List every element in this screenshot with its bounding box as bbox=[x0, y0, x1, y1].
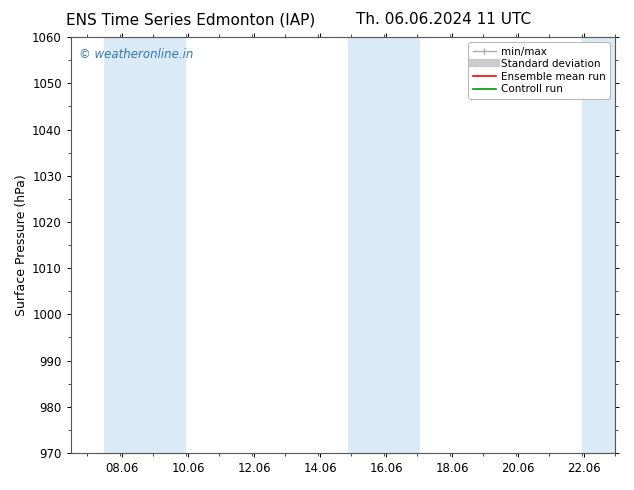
Legend: min/max, Standard deviation, Ensemble mean run, Controll run: min/max, Standard deviation, Ensemble me… bbox=[469, 42, 610, 98]
Y-axis label: Surface Pressure (hPa): Surface Pressure (hPa) bbox=[15, 174, 28, 316]
Bar bbox=[104, 37, 186, 453]
Text: Th. 06.06.2024 11 UTC: Th. 06.06.2024 11 UTC bbox=[356, 12, 531, 27]
Bar bbox=[582, 37, 618, 453]
Text: © weatheronline.in: © weatheronline.in bbox=[79, 48, 193, 61]
Text: ENS Time Series Edmonton (IAP): ENS Time Series Edmonton (IAP) bbox=[65, 12, 315, 27]
Bar bbox=[348, 37, 420, 453]
